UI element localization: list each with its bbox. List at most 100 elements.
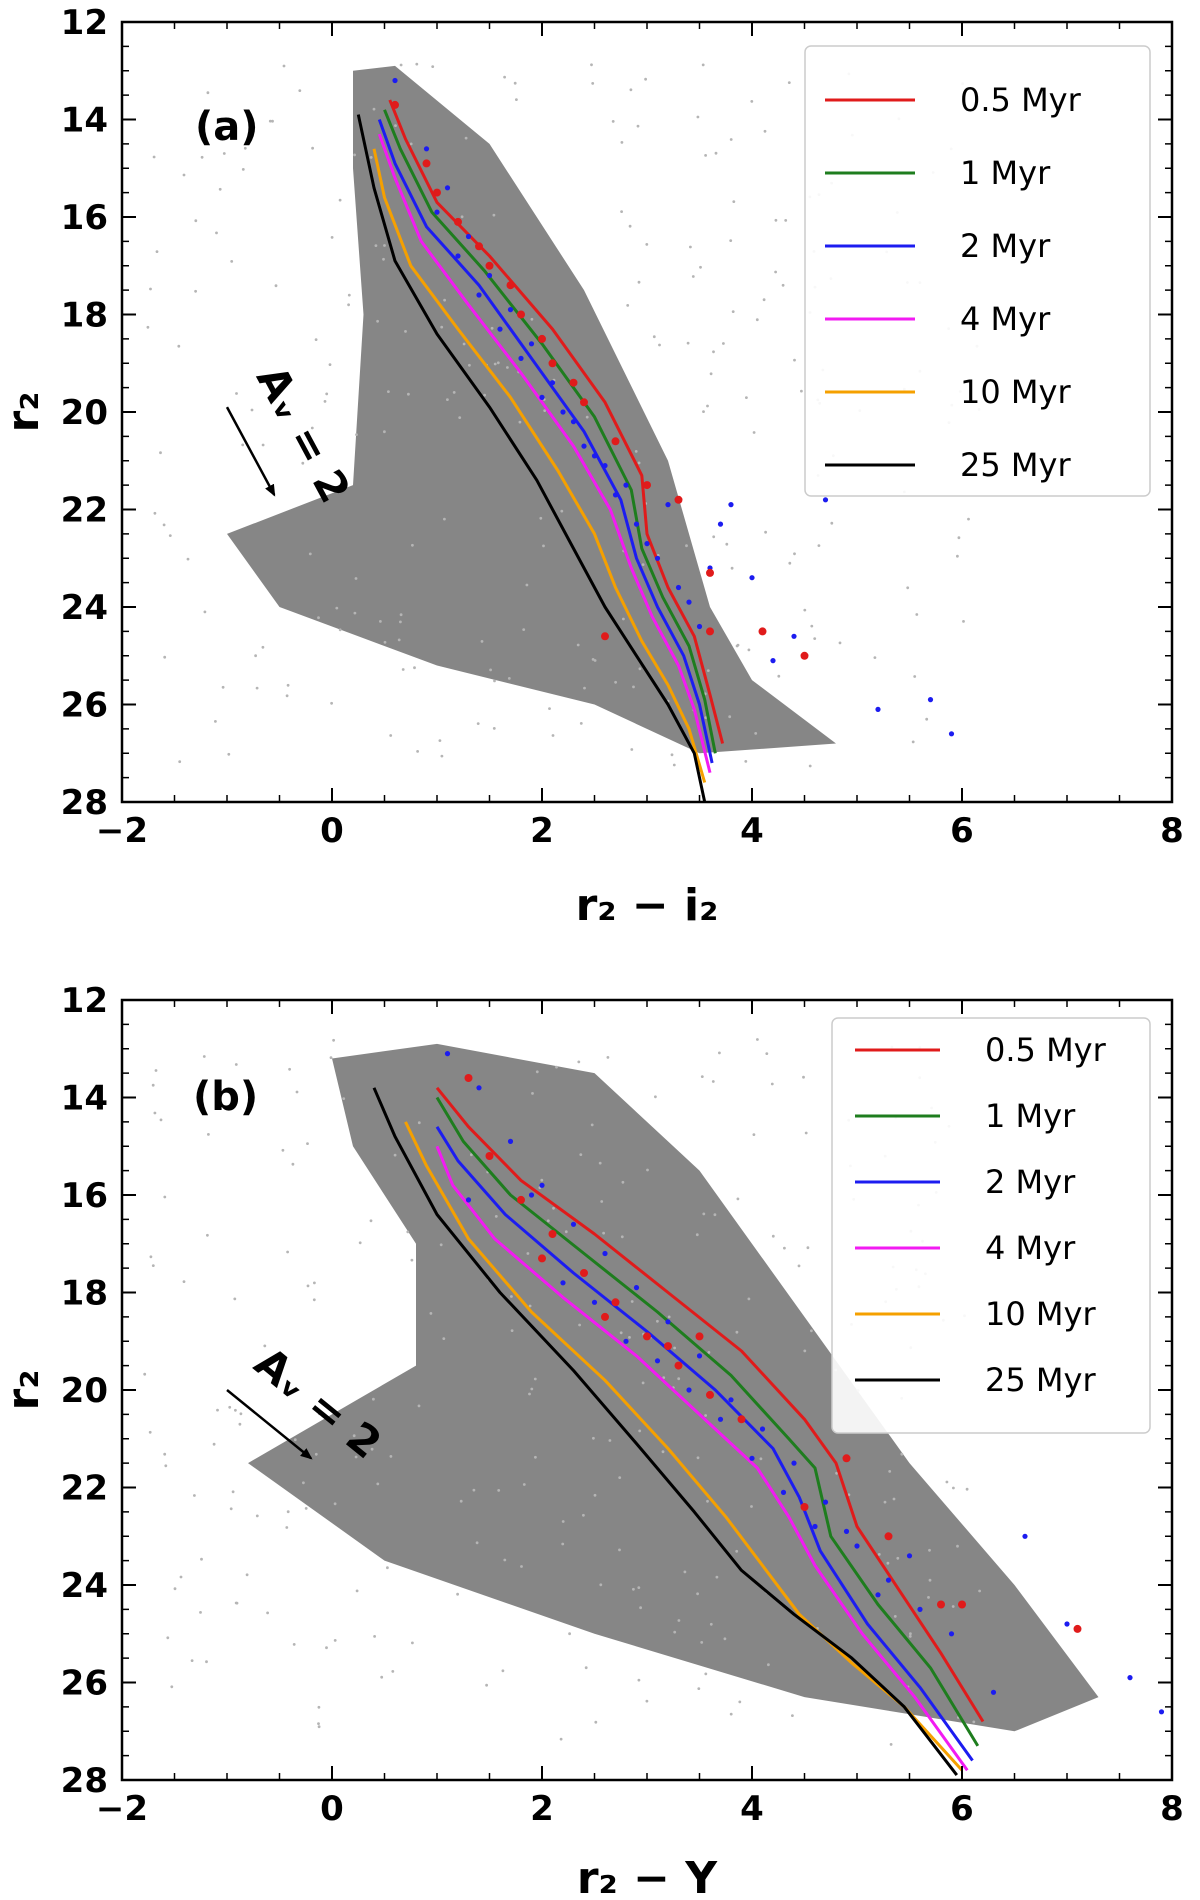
field-star-dot bbox=[407, 392, 410, 396]
member-point-red bbox=[643, 1332, 651, 1341]
field-star-dot bbox=[496, 361, 500, 365]
field-star-dot bbox=[143, 1372, 147, 1376]
field-star-dot bbox=[440, 325, 444, 329]
x-tick-label: 0 bbox=[320, 1789, 344, 1829]
field-star-dot bbox=[709, 1622, 713, 1626]
field-star-dot bbox=[548, 707, 551, 710]
field-star-dot bbox=[438, 739, 442, 742]
x-axis-label-a: r₂ − i₂ bbox=[576, 880, 719, 931]
field-star-dot bbox=[353, 611, 357, 615]
isochrone-1-myr-b bbox=[435, 1096, 980, 1747]
field-star-dot bbox=[696, 115, 700, 119]
field-star-dot bbox=[413, 666, 416, 670]
field-star-dot bbox=[456, 1592, 459, 1596]
field-star-dot bbox=[579, 722, 583, 725]
field-star-dot bbox=[696, 1456, 700, 1460]
field-star-dot bbox=[443, 517, 446, 521]
field-star-dot bbox=[658, 343, 661, 347]
field-star-dot bbox=[485, 1683, 488, 1687]
members-a bbox=[391, 77, 955, 737]
field-star-dot bbox=[462, 342, 466, 346]
legend-entry-label: 0.5 Myr bbox=[960, 81, 1082, 119]
field-star-dot bbox=[803, 1349, 807, 1353]
field-star-dot bbox=[227, 752, 231, 756]
field-star-dot bbox=[593, 659, 597, 662]
field-star-dot bbox=[585, 415, 589, 419]
member-point-blue bbox=[486, 272, 493, 279]
field-star-dot bbox=[170, 1685, 174, 1689]
field-star-dot bbox=[736, 643, 740, 647]
field-star-dot bbox=[646, 1168, 649, 1172]
legend-entry-label: 1 Myr bbox=[985, 1097, 1076, 1135]
field-star-dot bbox=[568, 1632, 571, 1636]
member-point-blue bbox=[507, 307, 514, 313]
x-axis-label-b: r₂ − Y bbox=[577, 1853, 718, 1900]
field-star-dot bbox=[391, 1670, 395, 1673]
isochrone-0.5-myr-b bbox=[435, 1086, 985, 1723]
field-star-dot bbox=[282, 64, 286, 68]
field-star-dot bbox=[704, 1672, 708, 1676]
y-tick-label: 14 bbox=[61, 101, 108, 141]
member-point-blue bbox=[1158, 1709, 1165, 1715]
y-axis-label-b: r₂ bbox=[0, 1370, 49, 1411]
field-star-dot bbox=[317, 616, 320, 620]
field-star-dot bbox=[830, 521, 834, 525]
field-star-dot bbox=[620, 1235, 624, 1239]
y-tick-label: 16 bbox=[61, 1176, 108, 1216]
field-star-dot bbox=[702, 1212, 706, 1216]
field-star-dot bbox=[317, 1705, 321, 1709]
member-point-blue bbox=[728, 1397, 734, 1403]
field-star-dot bbox=[925, 717, 929, 721]
field-star-dot bbox=[546, 1219, 550, 1223]
legend-entry-label: 2 Myr bbox=[960, 227, 1051, 265]
field-star-dot bbox=[429, 1312, 433, 1315]
members-b bbox=[444, 1051, 1165, 1715]
field-star-dot bbox=[599, 1583, 603, 1587]
field-star-dot bbox=[728, 715, 732, 719]
field-star-dot bbox=[497, 1489, 501, 1492]
field-star-dot bbox=[153, 1111, 157, 1115]
field-star-dot bbox=[691, 275, 695, 278]
isochrone-0.5-myr-a bbox=[388, 99, 725, 744]
member-point-blue bbox=[465, 233, 472, 240]
field-star-dot bbox=[234, 1601, 238, 1605]
field-star-dot bbox=[518, 420, 522, 424]
field-star-dot bbox=[383, 430, 386, 434]
field-star-dot bbox=[700, 1641, 704, 1644]
y-axis-label-a: r₂ bbox=[0, 392, 49, 433]
legend-entry-label: 25 Myr bbox=[985, 1361, 1096, 1399]
member-point-blue bbox=[444, 185, 451, 191]
legend-entry-label: 10 Myr bbox=[960, 373, 1071, 411]
member-point-blue bbox=[392, 77, 398, 84]
member-point-blue bbox=[1022, 1533, 1028, 1539]
field-star-dot bbox=[285, 694, 289, 698]
field-star-dot bbox=[329, 1056, 333, 1059]
field-star-dot bbox=[347, 303, 350, 307]
field-star-dot bbox=[286, 1510, 290, 1514]
field-star-dot bbox=[892, 1497, 896, 1501]
field-star-dot bbox=[685, 544, 688, 548]
field-star-dot bbox=[683, 1570, 687, 1574]
x-tick-label: 8 bbox=[1160, 811, 1184, 851]
member-point-blue bbox=[455, 253, 461, 259]
field-star-dot bbox=[190, 1659, 194, 1662]
field-star-dot bbox=[535, 1070, 539, 1074]
field-star-dot bbox=[594, 1720, 598, 1724]
member-point-blue bbox=[728, 502, 734, 508]
field-star-dot bbox=[672, 763, 676, 767]
field-star-dot bbox=[239, 1412, 243, 1416]
member-point-blue bbox=[633, 521, 640, 527]
member-point-blue bbox=[497, 326, 503, 332]
field-star-dot bbox=[354, 1455, 358, 1459]
field-star-dot bbox=[206, 91, 210, 95]
field-star-dot bbox=[978, 1589, 981, 1593]
field-star-dot bbox=[148, 1430, 152, 1434]
field-star-dot bbox=[229, 1507, 233, 1511]
field-star-dot bbox=[896, 1556, 900, 1560]
field-star-dot bbox=[149, 1255, 153, 1259]
field-star-dot bbox=[745, 396, 748, 399]
x-tick-label: −2 bbox=[96, 1789, 148, 1829]
y-tick-label: 18 bbox=[61, 1274, 108, 1314]
field-star-dot bbox=[250, 408, 254, 412]
isochrones-a bbox=[356, 99, 725, 802]
